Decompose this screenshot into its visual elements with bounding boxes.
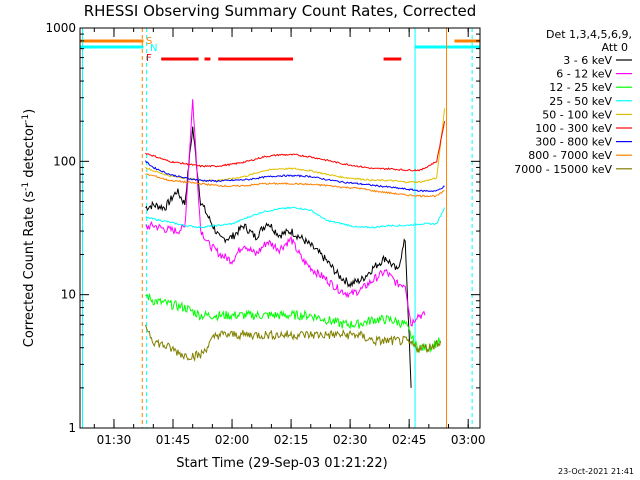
legend-label: 100 - 300 keV — [535, 122, 612, 135]
x-tick-label: 01:30 — [97, 433, 132, 447]
flag-letter: F — [146, 53, 152, 64]
y-tick-label: 1000 — [45, 21, 76, 35]
x-tick-label: 02:00 — [215, 433, 250, 447]
y-axis-label-end: ) — [22, 109, 37, 114]
y-tick-label: 10 — [61, 288, 76, 302]
series-line — [145, 324, 442, 363]
legend-label: 800 - 7000 keV — [528, 149, 612, 162]
legend-label: 25 - 50 keV — [549, 95, 612, 108]
footer-date: 23-Oct-2021 21:41 — [558, 467, 634, 476]
series-line — [145, 121, 446, 172]
x-tick-label: 02:15 — [274, 433, 309, 447]
legend-label: 12 - 25 keV — [549, 81, 612, 94]
series-line — [145, 126, 412, 388]
flag-letter: S — [146, 36, 152, 47]
x-tick-label: 02:45 — [392, 433, 427, 447]
legend-header-line-1: Det 1,3,4,5,6,9, — [546, 28, 632, 41]
series-line — [145, 160, 445, 193]
legend-label: 6 - 12 keV — [556, 68, 612, 81]
legend-label: 7000 - 15000 keV — [514, 163, 612, 176]
y-tick-label: 1 — [68, 421, 76, 435]
y-axis-label-main: Corrected Count Rate (s — [22, 191, 37, 348]
series-line — [145, 293, 442, 354]
y-axis-label-exp1: -1 — [21, 182, 31, 191]
y-axis-label-mid: detector — [22, 122, 37, 182]
y-axis: 1 10 100 1000 — [45, 21, 480, 435]
y-axis-label: Corrected Count Rate (s-1 detector-1) — [21, 109, 37, 347]
y-axis-label-exp2: -1 — [21, 114, 31, 123]
flag-labels: SNF — [146, 36, 157, 64]
flag-letter: N — [150, 43, 157, 54]
x-tick-label: 03:00 — [451, 433, 486, 447]
plot-frame — [79, 27, 481, 429]
plot-area — [80, 28, 480, 428]
legend-header-line-2: Att 0 — [602, 41, 628, 54]
legend-label: 300 - 800 keV — [535, 136, 612, 149]
legend-label: 50 - 100 keV — [542, 108, 612, 121]
x-tick-label: 01:45 — [156, 433, 191, 447]
legend-label: 3 - 6 keV — [563, 54, 612, 67]
series-line — [145, 173, 445, 198]
chart-title: RHESSI Observing Summary Count Rates, Co… — [84, 2, 477, 20]
series-line — [145, 206, 446, 229]
x-axis: 01:30 01:45 02:00 02:15 02:30 02:45 03:00 — [93, 28, 486, 447]
series-line — [145, 99, 426, 327]
x-axis-label: Start Time (29-Sep-03 01:21:22) — [176, 456, 387, 471]
y-tick-label: 100 — [53, 154, 76, 168]
x-tick-label: 02:30 — [333, 433, 368, 447]
